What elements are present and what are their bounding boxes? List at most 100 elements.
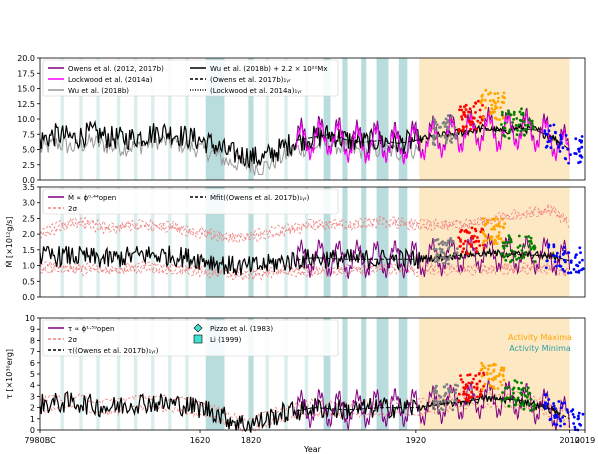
activity-minima-band: [323, 187, 331, 297]
scatter-point: [439, 256, 443, 260]
scatter-point: [457, 392, 461, 396]
series-line-gray: [39, 130, 420, 176]
scatter-point: [456, 384, 459, 388]
scatter-point: [437, 242, 441, 246]
scatter-point: [574, 137, 578, 141]
legend-swatch-square: [193, 334, 203, 344]
y-tick-label: 7: [30, 348, 35, 357]
scatter-point: [461, 125, 465, 129]
scatter-point: [492, 385, 495, 388]
scatter-point: [526, 386, 530, 390]
scatter-point: [475, 386, 479, 390]
scatter-point: [489, 91, 492, 95]
x-tick-label: 1620: [190, 436, 210, 445]
scatter-point: [558, 255, 562, 259]
legend-entry: Wu et al. (2018b): [68, 87, 129, 95]
scatter-point: [509, 240, 513, 244]
scatter-point: [565, 408, 569, 411]
series-line-purple: [295, 378, 571, 431]
scatter-point: [461, 250, 464, 254]
scatter-point: [466, 110, 470, 114]
x-tick-label: 1920: [406, 436, 426, 445]
scatter-point: [520, 393, 524, 397]
scatter-point: [531, 124, 534, 127]
y-tick-label: 0.0: [22, 293, 35, 302]
scatter-point: [438, 247, 442, 251]
scatter-point: [485, 239, 489, 242]
scatter-point: [437, 408, 440, 412]
scatter-point: [462, 113, 466, 116]
scatter-point: [477, 239, 480, 243]
activity-minima-band: [133, 318, 138, 430]
scatter-point: [464, 239, 467, 243]
scatter-point: [435, 253, 439, 256]
y-tick-label: 4: [30, 381, 35, 390]
scatter-point: [473, 234, 476, 238]
scatter-point: [548, 418, 552, 422]
scatter-point: [569, 259, 573, 263]
scatter-point: [502, 378, 506, 382]
scatter-point: [482, 239, 486, 243]
activity-minima-band: [248, 187, 254, 297]
activity-minima-band: [398, 58, 408, 180]
scatter-point: [567, 161, 570, 165]
y-tick-label: 7.5: [22, 130, 35, 139]
scatter-point: [454, 383, 457, 387]
scatter-point: [484, 106, 488, 110]
scatter-point: [562, 258, 566, 262]
scatter-point: [513, 254, 517, 258]
scatter-point: [578, 147, 581, 151]
scatter-point: [552, 243, 556, 247]
y-tick-label: 1.5: [22, 246, 35, 255]
y-tick-label: 5.0: [22, 146, 35, 155]
scatter-point: [523, 251, 526, 255]
scatter-point: [482, 241, 485, 245]
scatter-point: [495, 374, 498, 378]
scatter-point: [549, 146, 553, 150]
scatter-point: [559, 419, 563, 423]
activity-minima-band: [205, 187, 225, 297]
scatter-point: [475, 250, 479, 253]
scatter-point: [532, 404, 535, 408]
scatter-point: [502, 91, 506, 95]
scatter-point: [460, 228, 464, 232]
scatter-point: [574, 270, 578, 274]
activity-minima-band: [304, 58, 309, 180]
scatter-point: [501, 95, 504, 98]
scatter-point: [496, 92, 500, 95]
scatter-point: [445, 383, 449, 386]
scatter-point: [433, 127, 437, 131]
scatter-point: [469, 123, 473, 127]
scatter-point: [432, 247, 436, 251]
scatter-point: [493, 92, 497, 96]
scatter-point: [443, 256, 446, 260]
scatter-point: [544, 393, 548, 397]
scatter-point: [580, 155, 584, 159]
scatter-point: [512, 113, 516, 116]
scatter-point: [561, 146, 565, 150]
scatter-point: [520, 388, 524, 392]
legend-box: [42, 188, 339, 215]
activity-minima-band: [398, 187, 408, 297]
scatter-point: [434, 399, 438, 403]
scatter-point: [512, 110, 516, 114]
scatter-point: [501, 111, 504, 114]
y-tick-label: 20.0: [17, 54, 35, 63]
scatter-point: [449, 237, 452, 240]
scatter-point: [448, 400, 451, 403]
scatter-point: [545, 259, 549, 263]
scatter-point: [460, 115, 463, 119]
scatter-point: [446, 127, 450, 131]
scatter-point: [439, 125, 442, 129]
y-tick-label: 3.0: [22, 199, 35, 208]
scatter-point: [482, 384, 486, 388]
legend-entry: 2σ: [68, 336, 77, 344]
scatter-point: [532, 407, 536, 411]
y-tick-label: 9: [30, 325, 35, 334]
scatter-point: [433, 118, 436, 122]
activity-minima-band: [79, 318, 83, 430]
scatter-point: [467, 381, 471, 385]
scatter-point: [474, 101, 477, 105]
scatter-point: [579, 251, 582, 255]
scatter-point: [579, 423, 582, 427]
